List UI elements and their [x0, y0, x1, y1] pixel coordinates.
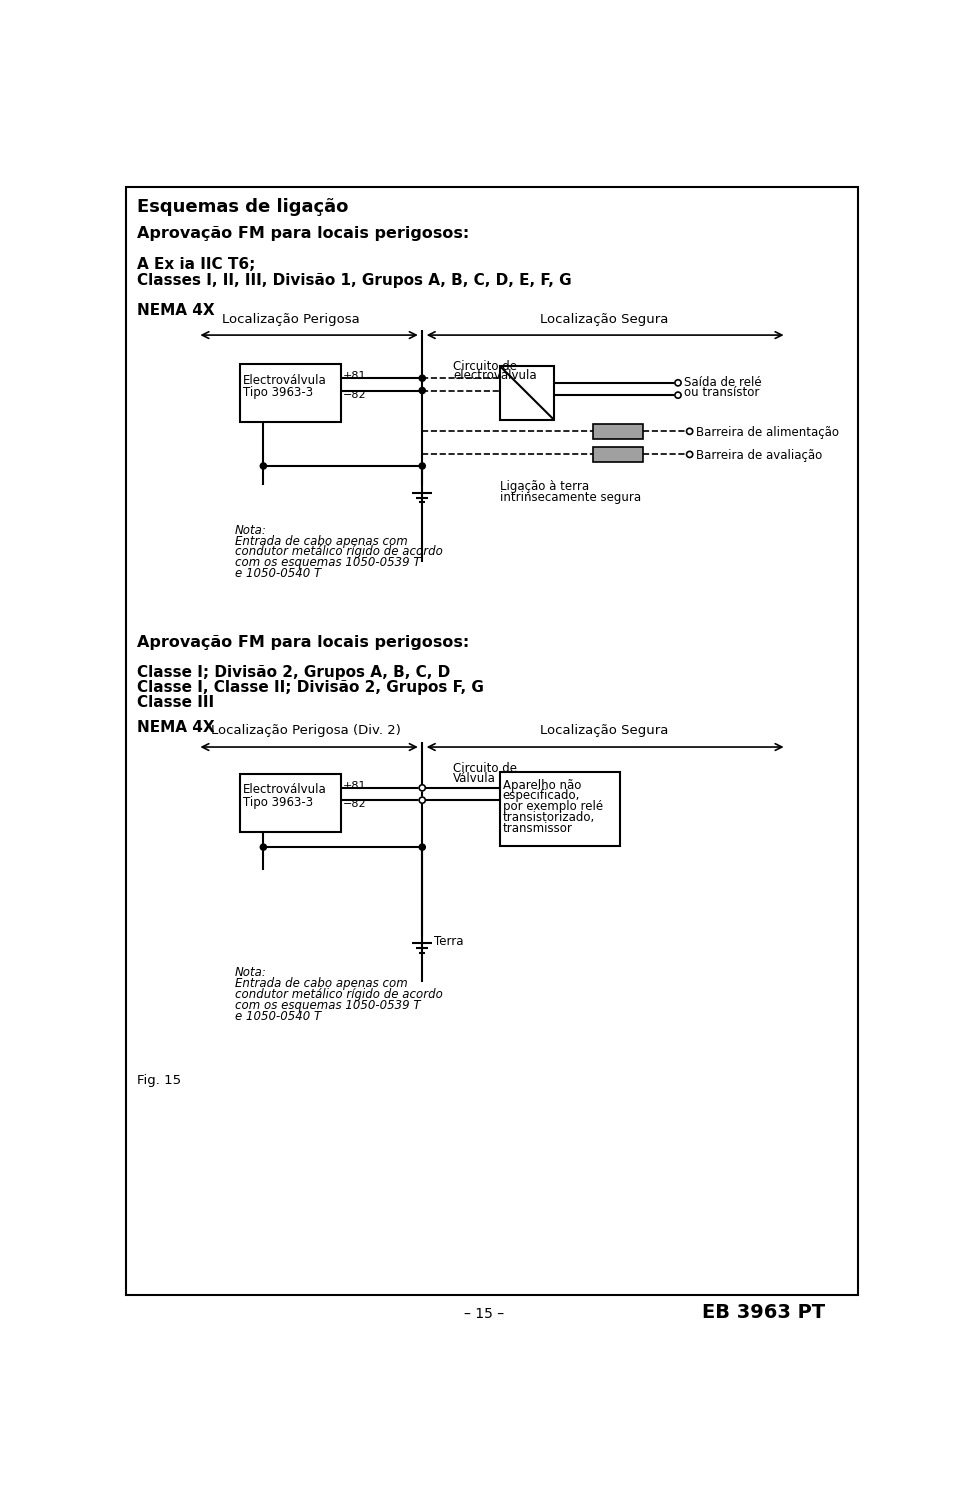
Text: – 15 –: – 15 – — [465, 1307, 504, 1320]
Text: electroválvula: electroválvula — [453, 370, 537, 382]
Circle shape — [420, 463, 425, 469]
Text: Entrada de cabo apenas com: Entrada de cabo apenas com — [234, 534, 407, 548]
Text: Terra: Terra — [434, 934, 464, 948]
Text: Electroválvula: Electroválvula — [243, 783, 327, 797]
Text: com os esquemas 1050-0539 T: com os esquemas 1050-0539 T — [234, 557, 420, 569]
Text: com os esquemas 1050-0539 T: com os esquemas 1050-0539 T — [234, 999, 420, 1013]
Text: Aparelho não: Aparelho não — [503, 779, 581, 792]
Text: Nota:: Nota: — [234, 966, 267, 979]
Text: Nota:: Nota: — [234, 524, 267, 537]
Circle shape — [675, 392, 681, 398]
Bar — [240, 364, 341, 423]
Text: Classe III: Classe III — [137, 696, 214, 711]
Text: +81: +81 — [343, 371, 366, 382]
Text: condutor metálico rígido de acordo: condutor metálico rígido de acordo — [234, 545, 443, 558]
Text: e 1050-0540 T: e 1050-0540 T — [234, 567, 321, 579]
Circle shape — [260, 463, 267, 469]
Circle shape — [420, 785, 425, 791]
Text: −82: −82 — [343, 800, 366, 809]
Text: Fig. 15: Fig. 15 — [137, 1074, 181, 1088]
Text: +81: +81 — [343, 782, 366, 791]
Text: Aprovação FM para locais perigosos:: Aprovação FM para locais perigosos: — [137, 635, 469, 650]
Text: especificado,: especificado, — [503, 789, 580, 803]
Text: ou transístor: ou transístor — [684, 386, 759, 398]
Text: e 1050-0540 T: e 1050-0540 T — [234, 1010, 321, 1023]
Text: intrinsecamente segura: intrinsecamente segura — [500, 490, 641, 504]
Text: Classes I, II, III, Divisão 1, Grupos A, B, C, D, E, F, G: Classes I, II, III, Divisão 1, Grupos A,… — [137, 273, 571, 288]
Text: Circuito de: Circuito de — [453, 762, 517, 776]
Text: Localização Segura: Localização Segura — [540, 724, 668, 736]
Text: A Ex ia IIC T6;: A Ex ia IIC T6; — [137, 257, 255, 272]
Circle shape — [686, 429, 693, 435]
Circle shape — [420, 844, 425, 850]
Text: Válvula: Válvula — [453, 771, 496, 785]
Text: Aprovação FM para locais perigosos:: Aprovação FM para locais perigosos: — [137, 226, 469, 241]
Text: Localização Perigosa (Div. 2): Localização Perigosa (Div. 2) — [211, 724, 401, 736]
Circle shape — [686, 451, 693, 457]
Text: NEMA 4X: NEMA 4X — [137, 303, 215, 318]
Text: Barreira de alimentação: Barreira de alimentação — [696, 426, 839, 439]
Text: Electroválvula: Electroválvula — [243, 374, 327, 386]
Text: transmissor: transmissor — [503, 822, 573, 834]
Text: Classe I, Classe II; Divisão 2, Grupos F, G: Classe I, Classe II; Divisão 2, Grupos F… — [137, 681, 484, 696]
Text: por exemplo relé: por exemplo relé — [503, 800, 603, 813]
Text: Localização Perigosa: Localização Perigosa — [222, 312, 359, 326]
Text: Esquemas de ligação: Esquemas de ligação — [137, 198, 348, 216]
Text: Tipo 3963-3: Tipo 3963-3 — [243, 795, 313, 809]
Circle shape — [420, 376, 425, 382]
Circle shape — [420, 797, 425, 803]
Text: condutor metálico rígido de acordo: condutor metálico rígido de acordo — [234, 988, 443, 1000]
Text: −82: −82 — [343, 389, 366, 400]
Text: Localização Segura: Localização Segura — [540, 312, 668, 326]
Text: Classe I; Divisão 2, Grupos A, B, C, D: Classe I; Divisão 2, Grupos A, B, C, D — [137, 664, 450, 679]
Text: EB 3963 PT: EB 3963 PT — [702, 1302, 825, 1322]
Circle shape — [260, 844, 267, 850]
Text: Tipo 3963-3: Tipo 3963-3 — [243, 386, 313, 398]
Bar — [500, 365, 554, 420]
Bar — [500, 773, 620, 845]
Text: NEMA 4X: NEMA 4X — [137, 720, 215, 735]
Bar — [592, 447, 643, 462]
Bar — [592, 424, 643, 439]
Text: Saída de relé: Saída de relé — [684, 376, 762, 389]
Text: Entrada de cabo apenas com: Entrada de cabo apenas com — [234, 978, 407, 990]
Circle shape — [420, 388, 425, 394]
Circle shape — [675, 380, 681, 386]
Bar — [240, 774, 341, 831]
Text: Ligação à terra: Ligação à terra — [500, 480, 588, 493]
Text: Circuito de: Circuito de — [453, 359, 517, 373]
Text: transistorizado,: transistorizado, — [503, 810, 595, 824]
Text: Barreira de avaliação: Barreira de avaliação — [696, 450, 822, 462]
